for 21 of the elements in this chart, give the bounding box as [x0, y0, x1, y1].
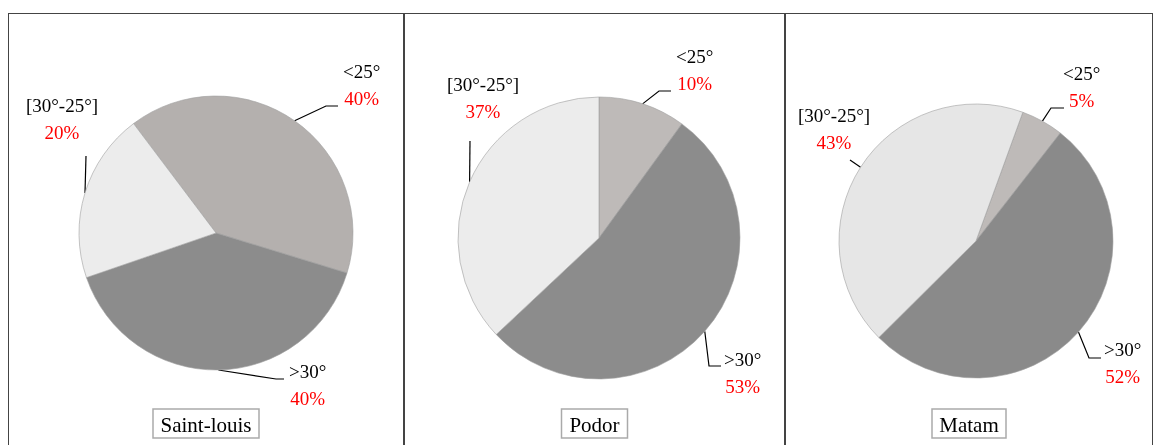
data-label: 10% — [677, 73, 713, 94]
data-label: 40% — [290, 388, 326, 409]
slice-label: >30° — [288, 361, 327, 382]
slice-label: >30° — [1103, 339, 1142, 360]
data-label: 43% — [816, 132, 852, 153]
slice-label: [30°-25°] — [25, 95, 99, 116]
data-label: 53% — [725, 376, 761, 397]
slice-label: <25° — [675, 46, 714, 67]
text: Matam — [939, 412, 999, 437]
slice-label: <25° — [1062, 63, 1101, 84]
slice-label: <25° — [342, 61, 381, 82]
data-label: 52% — [1105, 366, 1141, 387]
slice-label: [30°-25°] — [446, 74, 520, 95]
slice-label: >30° — [723, 349, 762, 370]
slice-label: [30°-25°] — [797, 105, 871, 126]
text: Saint-louis — [160, 412, 252, 437]
data-label: 5% — [1068, 90, 1095, 111]
data-label: 37% — [465, 101, 501, 122]
data-label: 20% — [44, 122, 80, 143]
data-label: 40% — [344, 88, 380, 109]
text: Podor — [569, 412, 620, 437]
